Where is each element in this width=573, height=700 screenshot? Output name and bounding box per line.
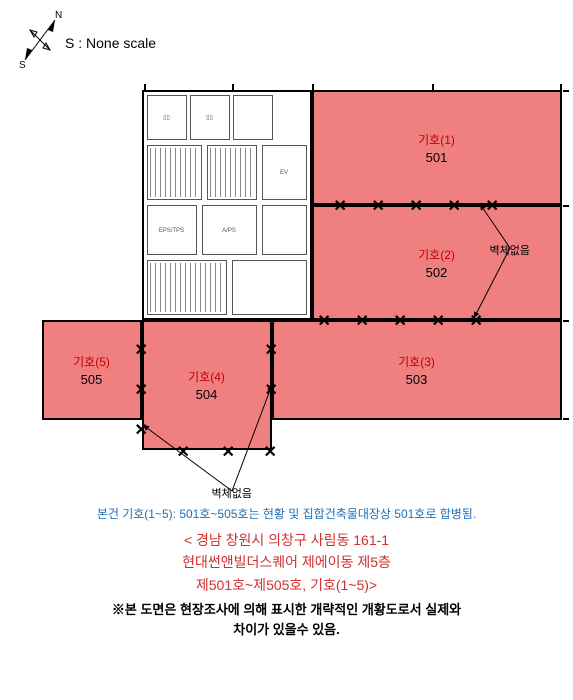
- core-room: [147, 145, 202, 200]
- core-room: [233, 95, 273, 140]
- x-mark: ✕: [486, 196, 499, 216]
- grid-tick: [232, 84, 234, 90]
- grid-tick: [560, 84, 562, 90]
- grid-tick: [432, 84, 434, 90]
- core-room: [147, 260, 227, 315]
- grid-tick: [144, 84, 146, 90]
- note-red3: 제501호~제505호, 기호(1~5)>: [12, 574, 562, 596]
- unit-symbol: 기호(1): [314, 131, 560, 148]
- x-mark: ✕: [318, 311, 331, 331]
- core-room: EPS/TPS: [147, 205, 197, 255]
- x-mark: ✕: [264, 442, 277, 462]
- x-mark: ✕: [334, 196, 347, 216]
- x-mark: ✕: [222, 442, 235, 462]
- grid-tick: [563, 90, 569, 92]
- unit-number: 504: [144, 387, 270, 402]
- note-red2: 현대썬앤빌더스퀘어 제에이동 제5층: [12, 551, 562, 573]
- x-mark: ✕: [135, 340, 148, 360]
- core-room: [232, 260, 307, 315]
- grid-tick: [563, 418, 569, 420]
- note-red1: < 경남 창원시 의창구 사림동 161-1: [12, 529, 562, 551]
- compass-n: N: [55, 10, 62, 21]
- unit-number: 505: [44, 372, 140, 387]
- x-mark: ✕: [448, 196, 461, 216]
- unit-symbol: 기호(3): [274, 353, 560, 370]
- unit-503: 기호(3) 503: [272, 320, 562, 420]
- core-room: ▯▯: [147, 95, 187, 140]
- core-room: [262, 205, 307, 255]
- core-room: ▯▯: [190, 95, 230, 140]
- unit-symbol: 기호(5): [44, 353, 140, 370]
- notes-block: 본건 기호(1~5): 501호~505호는 현황 및 집합건축물대장상 501…: [12, 505, 562, 639]
- unit-501: 기호(1) 501: [312, 90, 562, 205]
- unit-symbol: 기호(4): [144, 368, 270, 385]
- x-mark: ✕: [135, 420, 148, 440]
- grid-tick: [563, 320, 569, 322]
- floorplan: ▯▯▯▯ EV EPS/TPSA/PS 기호(1) 501 기호(2)502 기호(3) 50…: [12, 90, 562, 490]
- scale-label: S : None scale: [65, 35, 156, 51]
- unit-number: 501: [314, 150, 560, 165]
- note-blk1: ※본 도면은 현장조사에 의해 표시한 개략적인 개황도로서 실제와: [12, 600, 562, 620]
- x-mark: ✕: [265, 340, 278, 360]
- unit-number: 503: [274, 372, 560, 387]
- compass-icon: N S: [15, 10, 65, 70]
- note-blue: 본건 기호(1~5): 501호~505호는 현황 및 집합건축물대장상 501…: [12, 505, 562, 523]
- x-mark: ✕: [394, 311, 407, 331]
- annotation-label: 벽체없음: [212, 485, 252, 501]
- unit-number: 502: [314, 265, 560, 280]
- annotation-label: 벽체없음: [490, 242, 530, 258]
- unit-505: 기호(5) 505: [42, 320, 142, 420]
- x-mark: ✕: [356, 311, 369, 331]
- note-blk2: 차이가 있을수 있음.: [12, 620, 562, 640]
- core-room: [207, 145, 257, 200]
- grid-tick: [563, 205, 569, 207]
- core-room: A/PS: [202, 205, 257, 255]
- x-mark: ✕: [410, 196, 423, 216]
- x-mark: ✕: [135, 380, 148, 400]
- compass-s: S: [19, 60, 26, 70]
- x-mark: ✕: [470, 311, 483, 331]
- x-mark: ✕: [372, 196, 385, 216]
- x-mark: ✕: [432, 311, 445, 331]
- header-area: N S S : None scale: [10, 10, 563, 70]
- x-mark: ✕: [265, 380, 278, 400]
- core-room: EV: [262, 145, 307, 200]
- grid-tick: [312, 84, 314, 90]
- unit-504: 기호(4) 504: [142, 320, 272, 450]
- x-mark: ✕: [177, 442, 190, 462]
- unit-502: 기호(2)502: [312, 205, 562, 320]
